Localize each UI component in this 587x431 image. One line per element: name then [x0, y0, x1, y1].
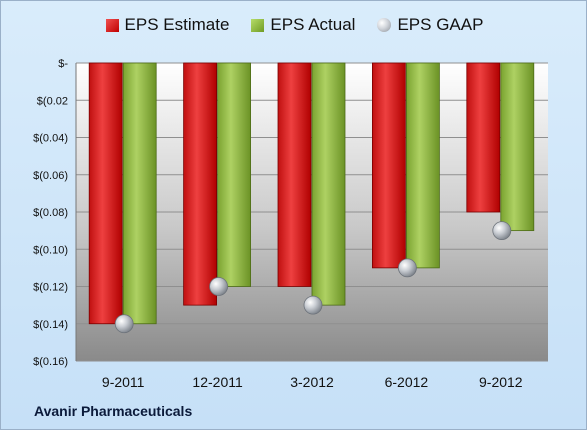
x-axis-ticks: 9-2011 12-2011 3-2012 6-2012 9-2012	[102, 374, 523, 390]
bar-eps-actual	[217, 62, 252, 287]
y-tick-label: $(0.08)	[33, 207, 68, 219]
y-tick-label: $(0.02	[37, 95, 68, 107]
legend-item-actual: EPS Actual	[251, 15, 355, 35]
y-tick-label: $(0.10)	[33, 244, 68, 256]
y-tick-label: $(0.14)	[33, 319, 68, 331]
chart-legend: EPS Estimate EPS Actual EPS GAAP	[1, 15, 587, 35]
legend-label-gaap: EPS GAAP	[397, 15, 484, 34]
x-tick-label: 9-2011	[102, 374, 145, 390]
bar-eps-actual	[311, 62, 346, 306]
point-eps-gaap	[303, 295, 323, 315]
bar-eps-estimate	[88, 62, 123, 325]
bar-eps-estimate	[183, 62, 218, 306]
legend-marker-gaap	[377, 18, 392, 32]
point-eps-gaap	[209, 277, 229, 296]
legend-item-estimate: EPS Estimate	[105, 15, 230, 35]
bar-eps-estimate	[466, 62, 501, 213]
point-eps-gaap	[114, 314, 134, 334]
y-axis-ticks: $- $(0.02 $(0.04) $(0.06) $(0.08) $(0.10) $(0.…	[33, 58, 68, 368]
y-tick-label: $-	[58, 58, 68, 70]
gaap-points	[114, 221, 512, 334]
y-tick-label: $(0.16)	[33, 356, 68, 368]
bar-eps-actual	[405, 62, 440, 269]
bar-eps-estimate	[277, 62, 312, 287]
x-tick-label: 3-2012	[290, 374, 334, 390]
x-tick-label: 9-2012	[479, 374, 523, 390]
legend-label-estimate: EPS Estimate	[124, 15, 230, 34]
bars	[88, 62, 535, 325]
company-name: Avanir Pharmaceuticals	[34, 403, 193, 419]
y-tick-label: $(0.06)	[33, 170, 68, 182]
y-tick-label: $(0.12)	[33, 282, 68, 294]
x-tick-label: 6-2012	[385, 374, 429, 390]
legend-item-gaap: EPS GAAP	[377, 15, 483, 35]
y-tick-label: $(0.04)	[33, 133, 68, 145]
bar-eps-estimate	[371, 62, 406, 269]
point-eps-gaap	[492, 221, 512, 241]
bar-eps-actual	[500, 62, 535, 232]
legend-swatch-estimate	[105, 18, 119, 32]
legend-label-actual: EPS Actual	[270, 15, 356, 34]
legend-swatch-actual	[251, 18, 265, 32]
x-tick-label: 12-2011	[192, 374, 243, 390]
bar-eps-actual	[122, 62, 157, 325]
point-eps-gaap	[397, 258, 417, 278]
